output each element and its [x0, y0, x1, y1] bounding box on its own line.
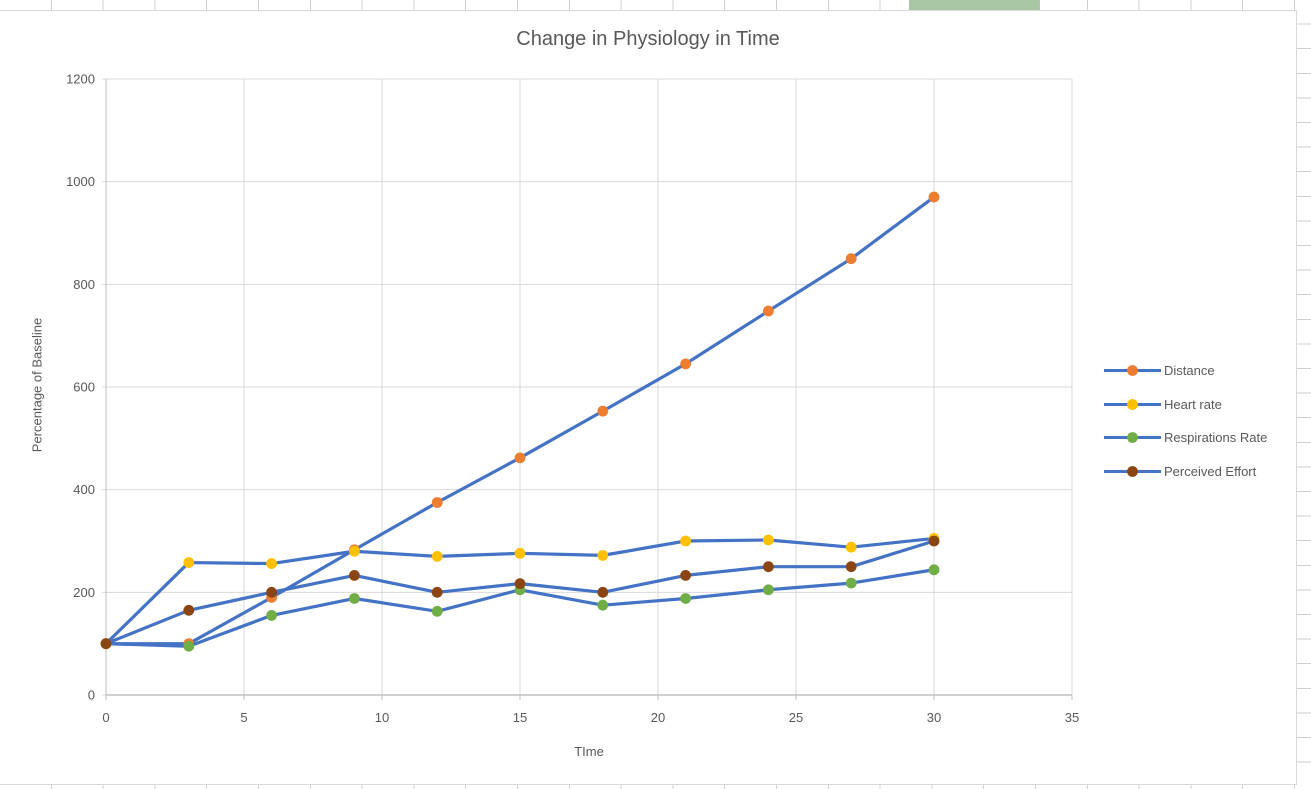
series-perceived-effort[interactable] [100, 535, 940, 650]
y-tick-label: 400 [73, 482, 95, 497]
y-tick-label: 200 [73, 585, 95, 600]
data-point-heart-rate [763, 534, 774, 546]
y-tick-label: 600 [73, 380, 95, 395]
data-point-heart-rate [183, 557, 195, 568]
legend-swatch-distance [1104, 365, 1161, 377]
legend-label-distance: Distance [1164, 363, 1215, 379]
x-tick-label: 30 [927, 710, 941, 725]
data-point-perceived-effort [514, 578, 526, 590]
legend-swatch-perceived-effort [1104, 465, 1161, 477]
legend-item-heart-rate[interactable]: Heart rate [1104, 388, 1267, 422]
y-tick-label: 1200 [66, 72, 95, 87]
data-point-perceived-effort [845, 561, 857, 573]
gridlines [102, 78, 1073, 700]
data-point-distance [431, 497, 443, 508]
data-point-heart-rate [680, 535, 691, 547]
x-tick-label: 25 [789, 710, 803, 725]
data-point-respirations-rate [597, 599, 609, 611]
data-point-distance [514, 452, 526, 464]
data-point-respirations-rate [928, 564, 940, 576]
legend-item-distance[interactable]: Distance [1104, 354, 1267, 388]
data-point-respirations-rate [763, 584, 774, 596]
chart-object[interactable]: 0 200 400 600 800 1000 1200 0 5 10 15 20 25 30 35 Chan… [0, 10, 1297, 785]
data-point-perceived-effort [266, 586, 277, 598]
data-point-respirations-rate [349, 593, 360, 604]
sheet-bottom-row[interactable] [0, 785, 1311, 789]
x-tick-label: 20 [651, 710, 665, 725]
data-point-perceived-effort [349, 569, 360, 581]
chart-legend: Distance Heart rate Respirations Rate Perce… [1104, 354, 1267, 488]
data-point-heart-rate [431, 551, 443, 562]
legend-marker-heart-rate [1127, 398, 1138, 410]
data-point-perceived-effort [100, 638, 112, 650]
data-point-heart-rate [597, 549, 609, 561]
data-point-respirations-rate [431, 605, 443, 617]
sheet-top-row[interactable] [0, 0, 1311, 10]
y-tick-label: 800 [73, 277, 95, 292]
plot-area: 0 200 400 600 800 1000 1200 0 5 10 15 20 25 30 35 [66, 72, 1079, 726]
selected-cell-range[interactable] [909, 0, 1040, 10]
x-tick-label: 0 [102, 710, 109, 725]
legend-item-perceived-effort[interactable]: Perceived Effort [1104, 455, 1267, 489]
x-tick-label: 15 [513, 710, 527, 725]
data-point-perceived-effort [431, 586, 443, 598]
data-point-perceived-effort [928, 535, 940, 547]
legend-marker-distance [1127, 365, 1138, 377]
x-tick-label: 35 [1065, 710, 1079, 725]
legend-label-heart-rate: Heart rate [1164, 396, 1222, 412]
data-point-distance [928, 191, 940, 203]
x-axis-title: TIme [574, 744, 604, 759]
legend-label-perceived-effort: Perceived Effort [1164, 463, 1257, 479]
data-point-distance [845, 253, 857, 265]
legend-item-respirations-rate[interactable]: Respirations Rate [1104, 421, 1267, 455]
data-point-heart-rate [845, 541, 857, 553]
data-point-respirations-rate [845, 577, 857, 589]
data-point-perceived-effort [597, 586, 609, 598]
legend-swatch-respirations-rate [1104, 432, 1161, 444]
x-tick-label: 5 [240, 710, 247, 725]
y-tick-label: 0 [88, 688, 95, 703]
data-point-heart-rate [349, 545, 360, 557]
axis-tick-labels: 0 200 400 600 800 1000 1200 0 5 10 15 20 25 30 35 [66, 72, 1079, 726]
legend-swatch-heart-rate [1104, 398, 1161, 410]
y-axis-title: Percentage of Baseline [29, 317, 45, 453]
legend-label-respirations-rate: Respirations Rate [1164, 430, 1268, 446]
data-point-respirations-rate [183, 640, 195, 652]
data-point-perceived-effort [763, 561, 774, 573]
data-point-heart-rate [266, 558, 277, 569]
legend-marker-perceived-effort [1127, 465, 1138, 477]
data-point-distance [597, 405, 609, 417]
data-point-perceived-effort [183, 604, 195, 616]
chart-title: Change in Physiology in Time [516, 28, 780, 50]
data-point-distance [763, 305, 774, 317]
data-point-perceived-effort [680, 569, 691, 581]
data-point-respirations-rate [680, 593, 691, 604]
y-tick-label: 1000 [66, 174, 95, 189]
data-point-heart-rate [514, 547, 526, 559]
legend-marker-respirations-rate [1127, 432, 1138, 444]
data-point-respirations-rate [266, 610, 277, 621]
x-tick-label: 10 [375, 710, 389, 725]
data-point-distance [680, 358, 691, 370]
sheet-right-column[interactable] [1297, 0, 1311, 789]
